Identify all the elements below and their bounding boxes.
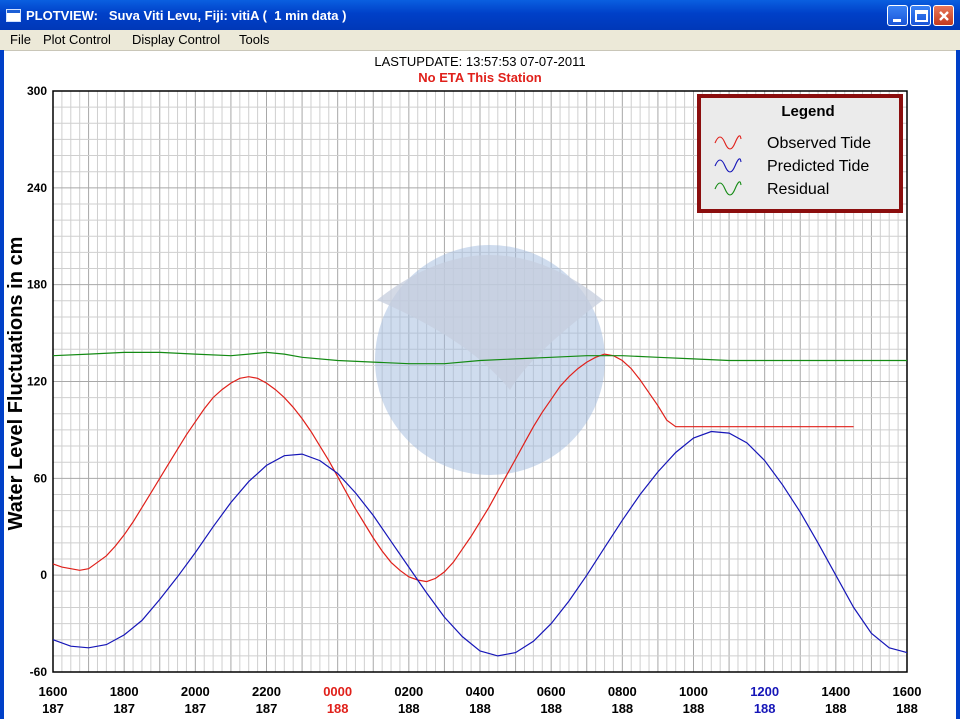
legend-swatch-2 bbox=[714, 181, 742, 196]
minimize-icon bbox=[893, 19, 901, 22]
x-tick-time-label: 0400 bbox=[466, 684, 495, 699]
window-title: PLOTVIEW: Suva Viti Levu, Fiji: vitiA ( … bbox=[26, 8, 347, 23]
y-tick-label: 300 bbox=[27, 84, 47, 98]
window-frame-left bbox=[0, 50, 4, 719]
eta-status: No ETA This Station bbox=[418, 70, 542, 85]
maximize-button[interactable] bbox=[910, 5, 931, 26]
x-tick-day-label: 188 bbox=[469, 701, 491, 716]
series-line-observed-tide bbox=[52, 353, 854, 583]
menu-plot-control[interactable]: Plot Control bbox=[43, 32, 111, 47]
x-tick-time-label: 1600 bbox=[893, 684, 922, 699]
close-icon bbox=[939, 11, 949, 21]
x-tick-day-label: 188 bbox=[398, 701, 420, 716]
maximize-icon bbox=[915, 10, 928, 22]
app-icon bbox=[6, 9, 21, 22]
window-frame-right bbox=[956, 50, 960, 719]
x-tick-day-label: 188 bbox=[327, 701, 349, 716]
y-tick-label: 0 bbox=[40, 568, 47, 582]
menu-tools[interactable]: Tools bbox=[239, 32, 270, 47]
menu-bar: File Plot Control Display Control Tools bbox=[0, 30, 960, 51]
y-tick-label: 60 bbox=[34, 471, 48, 485]
legend-entry-label: Predicted Tide bbox=[767, 158, 869, 175]
x-tick-day-label: 187 bbox=[42, 701, 64, 716]
watermark-bird-icon bbox=[377, 255, 603, 390]
y-tick-label: 120 bbox=[27, 375, 47, 389]
series-line-predicted-tide bbox=[52, 430, 908, 657]
menu-file[interactable]: File bbox=[10, 32, 31, 47]
close-button[interactable] bbox=[933, 5, 954, 26]
x-tick-time-label: 0600 bbox=[537, 684, 566, 699]
y-tick-label: 180 bbox=[27, 278, 47, 292]
x-tick-time-label: 1600 bbox=[39, 684, 68, 699]
title-bar[interactable]: PLOTVIEW: Suva Viti Levu, Fiji: vitiA ( … bbox=[0, 0, 960, 30]
legend-entry-label: Residual bbox=[767, 181, 829, 198]
legend-title: Legend bbox=[781, 103, 834, 120]
x-tick-day-label: 187 bbox=[256, 701, 278, 716]
x-tick-time-label: 1400 bbox=[821, 684, 850, 699]
x-tick-time-label: 2200 bbox=[252, 684, 281, 699]
plot-border bbox=[52, 90, 908, 673]
x-tick-day-label: 188 bbox=[825, 701, 847, 716]
x-tick-day-label: 187 bbox=[184, 701, 206, 716]
legend-box bbox=[697, 94, 903, 213]
minimize-button[interactable] bbox=[887, 5, 908, 26]
x-tick-day-label: 188 bbox=[896, 701, 918, 716]
x-tick-time-label: 0200 bbox=[394, 684, 423, 699]
x-tick-time-label: 2000 bbox=[181, 684, 210, 699]
last-update-label: LASTUPDATE: 13:57:53 07-07-2011 bbox=[374, 54, 586, 69]
series-line-residual bbox=[52, 351, 907, 365]
x-tick-day-label: 188 bbox=[611, 701, 633, 716]
x-tick-time-label: 1000 bbox=[679, 684, 708, 699]
x-tick-time-label: 1200 bbox=[750, 684, 779, 699]
legend-entry-label: Observed Tide bbox=[767, 135, 871, 152]
x-tick-day-label: 188 bbox=[683, 701, 705, 716]
legend-swatch-0 bbox=[714, 135, 742, 150]
x-tick-time-label: 1800 bbox=[110, 684, 139, 699]
y-tick-label: 240 bbox=[27, 181, 47, 195]
y-axis-label: Water Level Fluctuations in cm bbox=[5, 237, 27, 531]
x-tick-time-label: 0800 bbox=[608, 684, 637, 699]
y-tick-label: -60 bbox=[30, 665, 48, 679]
legend-swatch-1 bbox=[714, 158, 742, 173]
x-tick-day-label: 187 bbox=[113, 701, 135, 716]
x-tick-day-label: 188 bbox=[754, 701, 776, 716]
x-tick-time-label: 0000 bbox=[323, 684, 352, 699]
menu-display-control[interactable]: Display Control bbox=[132, 32, 221, 47]
x-tick-day-label: 188 bbox=[540, 701, 562, 716]
